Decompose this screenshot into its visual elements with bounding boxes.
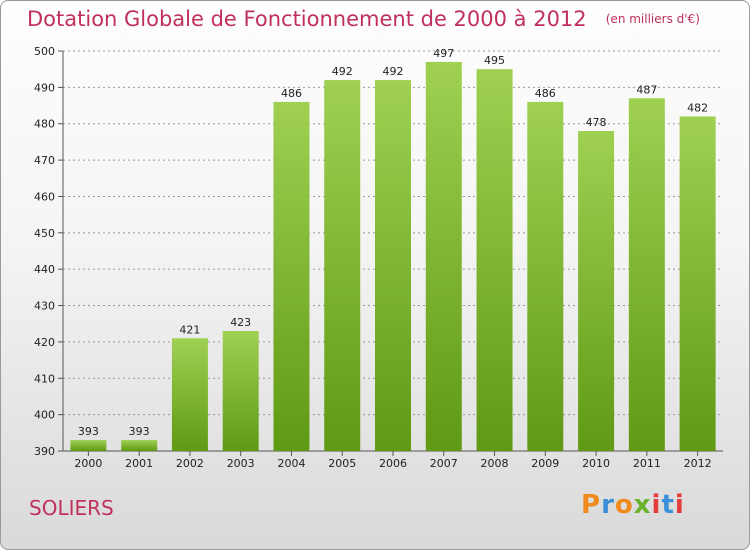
x-tick-label: 2006 [379, 457, 407, 470]
bar-2011 [628, 98, 665, 451]
y-tick-label: 420 [34, 336, 55, 349]
bar-2002 [171, 338, 208, 451]
logo-letter: r [601, 490, 615, 520]
bar-2001 [121, 440, 158, 451]
data-label-2001: 393 [129, 425, 150, 438]
bars [70, 61, 716, 452]
logo-letter: t [661, 490, 675, 520]
city-name: SOLIERS [29, 496, 114, 520]
bar-2000 [70, 440, 107, 451]
y-tick-label: 460 [34, 190, 55, 203]
y-tick-label: 390 [34, 445, 55, 458]
y-tick-label: 490 [34, 81, 55, 94]
bar-2007 [425, 61, 462, 452]
x-tick-label: 2010 [582, 457, 610, 470]
y-tick-label: 440 [34, 263, 55, 276]
data-label-2000: 393 [78, 425, 99, 438]
bar-2006 [375, 80, 411, 451]
data-label-2003: 423 [230, 316, 251, 329]
data-label-2010: 478 [586, 116, 607, 129]
x-tick-label: 2000 [74, 457, 102, 470]
y-tick-label: 480 [34, 118, 55, 131]
chart-title-block: Dotation Globale de Fonctionnement de 20… [27, 7, 700, 31]
data-label-2009: 486 [535, 87, 556, 100]
y-tick-label: 450 [34, 227, 55, 240]
x-tick-label: 2007 [430, 457, 458, 470]
data-label-2008: 495 [484, 54, 505, 67]
logo-letter: P [581, 490, 602, 520]
proxiti-logo: Proxiti [581, 490, 685, 520]
logo-letter: o [614, 490, 634, 520]
data-label-2007: 497 [433, 47, 454, 60]
data-label-2005: 492 [332, 65, 353, 78]
bar-2004 [273, 101, 310, 451]
x-tick-label: 2003 [227, 457, 255, 470]
chart-title: Dotation Globale de Fonctionnement de 20… [27, 7, 587, 31]
bar-2003 [222, 331, 259, 451]
data-label-2006: 492 [383, 65, 404, 78]
logo-letter: i [674, 490, 685, 520]
logo-letter: x [633, 490, 652, 520]
bar-2008 [476, 69, 513, 451]
data-label-2011: 487 [636, 83, 657, 96]
x-tick-label: 2011 [633, 457, 661, 470]
data-labels: 393 393 421 423 486 492 492 497 495 486 478 487 482 [78, 47, 708, 438]
x-tick-label: 2004 [277, 457, 305, 470]
x-tick-label: 2001 [125, 457, 153, 470]
x-tick-label: 2009 [531, 457, 559, 470]
data-label-2004: 486 [281, 87, 302, 100]
y-tick-label: 400 [34, 409, 55, 422]
x-tick-label: 2008 [481, 457, 509, 470]
data-label-2002: 421 [179, 323, 200, 336]
y-tick-label: 470 [34, 154, 55, 167]
x-tick-label: 2005 [328, 457, 356, 470]
bar-2010 [578, 131, 615, 451]
bar-2009 [527, 101, 564, 451]
y-tick-label: 430 [34, 300, 55, 313]
x-tick-label: 2012 [684, 457, 712, 470]
x-tick-label: 2002 [176, 457, 204, 470]
chart-unit: (en milliers d'€) [605, 12, 700, 26]
bar-2005 [324, 80, 361, 451]
data-label-2012: 482 [687, 101, 708, 114]
y-tick-label: 410 [34, 372, 55, 385]
y-tick-label: 500 [34, 45, 55, 58]
bar-2012 [679, 116, 716, 452]
logo-letter: i [651, 490, 662, 520]
